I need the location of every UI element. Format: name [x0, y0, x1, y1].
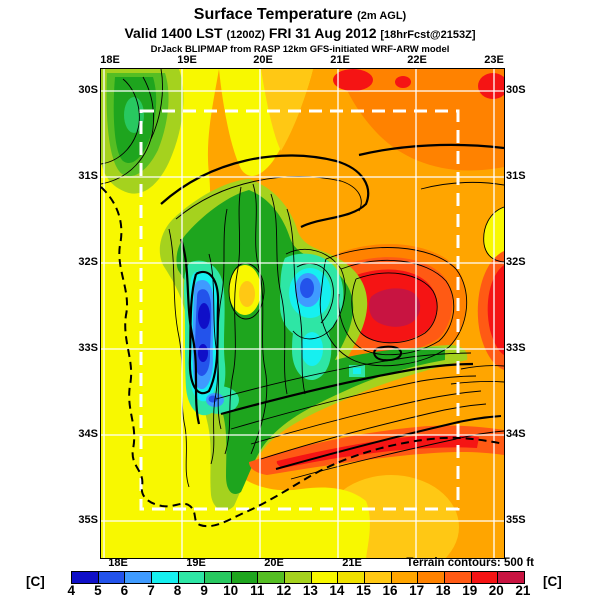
- colorbar-unit-right: [C]: [543, 574, 562, 589]
- colorbar-tick: 8: [173, 583, 182, 598]
- lon-label-bottom-20e: 20E: [264, 557, 284, 569]
- colorbar-segment: [443, 572, 471, 583]
- lat-label-left-35s: 35S: [78, 514, 98, 526]
- colorbar-tick: 19: [462, 583, 478, 598]
- colorbar-unit-left: [C]: [26, 574, 45, 589]
- lat-label-right-30s: 30S: [506, 84, 526, 96]
- lon-label-bottom-18e: 18E: [108, 557, 128, 569]
- valid-zulu: (1200Z): [226, 29, 265, 41]
- lon-label-top-23e: 23E: [484, 54, 504, 66]
- terrain-contour-note: Terrain contours: 500 ft: [406, 557, 534, 569]
- colorbar-segment: [390, 572, 418, 583]
- colorbar-segment: [497, 572, 524, 583]
- valid-prefix: Valid 1400 LST: [124, 25, 223, 41]
- colorbar-segment: [150, 572, 178, 583]
- title-main: Surface Temperature: [193, 6, 353, 23]
- coastline: [101, 186, 504, 528]
- lat-label-left-34s: 34S: [78, 428, 98, 440]
- lat-label-right-31s: 31S: [506, 170, 526, 182]
- colorbar-segment: [470, 572, 498, 583]
- colorbar-tick: 20: [488, 583, 504, 598]
- colorbar-segment: [257, 572, 285, 583]
- page-title: Surface Temperature (2m AGL): [0, 6, 600, 24]
- lat-label-right-34s: 34S: [506, 428, 526, 440]
- colorbar-tick: 6: [120, 583, 129, 598]
- colorbar-tick: 21: [515, 583, 531, 598]
- temperature-field: [101, 69, 504, 558]
- lon-label-top-19e: 19E: [177, 54, 197, 66]
- colorbar-segment: [177, 572, 205, 583]
- colorbar-segment: [204, 572, 231, 583]
- colorbar-tick: 10: [223, 583, 239, 598]
- colorbar-tick: 13: [302, 583, 318, 598]
- colorbar-segment: [337, 572, 365, 583]
- temperature-colorbar: [71, 571, 525, 584]
- colorbar-tick: 14: [329, 583, 345, 598]
- lon-label-bottom-19e: 19E: [186, 557, 206, 569]
- lat-label-left-33s: 33S: [78, 342, 98, 354]
- colorbar-tick: 7: [147, 583, 155, 598]
- colorbar-tick: 9: [200, 583, 208, 598]
- colorbar-tick: 4: [67, 583, 76, 598]
- colorbar-segment: [284, 572, 311, 583]
- colorbar-segment: [72, 572, 98, 583]
- colorbar-tick: 16: [382, 583, 398, 598]
- lat-label-right-32s: 32S: [506, 256, 526, 268]
- colorbar-tick: 17: [409, 583, 425, 598]
- lon-label-bottom-21e: 21E: [342, 557, 362, 569]
- colorbar-tick: 15: [355, 583, 371, 598]
- colorbar-tick: 12: [276, 583, 292, 598]
- colorbar-segment: [97, 572, 125, 583]
- lat-lon-grid: [101, 69, 504, 558]
- colorbar-segment: [417, 572, 444, 583]
- lat-label-right-33s: 33S: [506, 342, 526, 354]
- colorbar-segment: [230, 572, 258, 583]
- temperature-map: [100, 68, 505, 559]
- valid-time-line: Valid 1400 LST (1200Z) FRI 31 Aug 2012 […: [0, 25, 600, 41]
- colorbar-tick: 11: [250, 583, 265, 598]
- colorbar-segment: [364, 572, 391, 583]
- colorbar-segment: [124, 572, 151, 583]
- lat-label-left-32s: 32S: [78, 256, 98, 268]
- colorbar-tick-labels: 4 5 6 7 8 9 10 11 12 13 14 15 16 17 18 1…: [58, 583, 536, 598]
- lat-label-left-31s: 31S: [78, 170, 98, 182]
- lon-label-top-21e: 21E: [330, 54, 350, 66]
- lon-label-top-20e: 20E: [253, 54, 273, 66]
- lon-label-top-18e: 18E: [100, 54, 120, 66]
- colorbar-segment: [310, 572, 338, 583]
- lat-label-left-30s: 30S: [78, 84, 98, 96]
- lat-label-right-35s: 35S: [506, 514, 526, 526]
- model-domain-boundary: [139, 109, 460, 511]
- valid-date: FRI 31 Aug 2012: [268, 25, 377, 41]
- lon-label-top-22e: 22E: [407, 54, 427, 66]
- colorbar-tick: 18: [435, 583, 451, 598]
- valid-forecast-tag: [18hrFcst@2153Z]: [380, 29, 476, 41]
- model-attribution: DrJack BLIPMAP from RASP 12km GFS-initia…: [150, 44, 450, 55]
- title-unit-note: (2m AGL): [357, 10, 407, 22]
- colorbar-tick: 5: [94, 583, 102, 598]
